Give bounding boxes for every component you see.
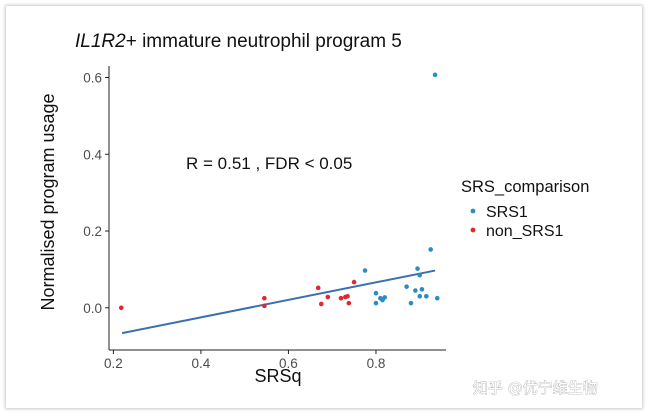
data-point-srs1 <box>434 295 440 301</box>
x-tick-label: 0.8 <box>367 356 386 371</box>
data-point-srs1 <box>408 300 414 306</box>
data-point-srs1 <box>362 268 368 273</box>
legend: SRS_comparison SRS1 non_SRS1 <box>461 178 589 240</box>
watermark-text: 知乎 @优宁维生物 <box>473 379 598 397</box>
data-point-non-srs1 <box>315 285 321 291</box>
chart-title-gene: IL1R2 <box>75 31 126 52</box>
x-tick-label: 0.2 <box>104 356 123 371</box>
y-axis-title: Normalised program usage <box>38 93 58 310</box>
legend-label-non-srs1: non_SRS1 <box>486 223 563 240</box>
data-point-non-srs1 <box>262 303 267 309</box>
data-point-non-srs1 <box>325 294 331 300</box>
legend-title: SRS_comparison <box>461 178 589 196</box>
y-tick-label: 0.2 <box>83 224 102 239</box>
data-point-srs1 <box>428 247 433 252</box>
y-axis-ticks: 0.0 0.2 0.4 0.6 <box>83 71 109 316</box>
figure-frame <box>6 6 642 408</box>
data-point-srs1 <box>373 300 379 306</box>
legend-swatch-non-srs1 <box>470 227 476 233</box>
data-point-srs1 <box>432 72 438 78</box>
legend-swatch-srs1 <box>470 208 476 214</box>
data-point-srs1 <box>382 295 388 300</box>
x-axis-title: SRSq <box>254 366 301 386</box>
data-point-non-srs1 <box>318 301 324 307</box>
y-tick-label: 0.6 <box>83 71 102 86</box>
data-point-srs1 <box>415 266 420 271</box>
data-point-srs1 <box>417 293 423 299</box>
data-point-srs1 <box>424 293 429 299</box>
data-point-srs1 <box>373 290 379 296</box>
data-point-non-srs1 <box>338 295 344 301</box>
y-tick-label: 0.4 <box>83 147 102 162</box>
data-point-srs1 <box>413 288 418 293</box>
data-point-srs1 <box>419 287 425 292</box>
x-axis-ticks: 0.2 0.4 0.6 0.8 <box>104 350 385 371</box>
data-points <box>118 72 440 311</box>
regression-line <box>121 269 436 335</box>
chart-title-rest: + immature neutrophil program 5 <box>126 31 402 52</box>
chart-title: IL1R2+ immature neutrophil program 5 <box>75 31 402 52</box>
data-point-srs1 <box>404 284 409 289</box>
data-point-non-srs1 <box>345 293 350 299</box>
data-point-non-srs1 <box>262 295 267 301</box>
legend-label-srs1: SRS1 <box>486 204 528 221</box>
data-point-non-srs1 <box>346 300 352 306</box>
y-tick-label: 0.0 <box>83 301 102 316</box>
x-tick-label: 0.4 <box>192 356 211 371</box>
x-tick-label: 0.6 <box>279 356 298 371</box>
data-point-srs1 <box>417 272 423 278</box>
correlation-annotation: R = 0.51 , FDR < 0.05 <box>186 154 352 173</box>
data-point-non-srs1 <box>351 279 357 285</box>
data-point-non-srs1 <box>118 305 124 311</box>
